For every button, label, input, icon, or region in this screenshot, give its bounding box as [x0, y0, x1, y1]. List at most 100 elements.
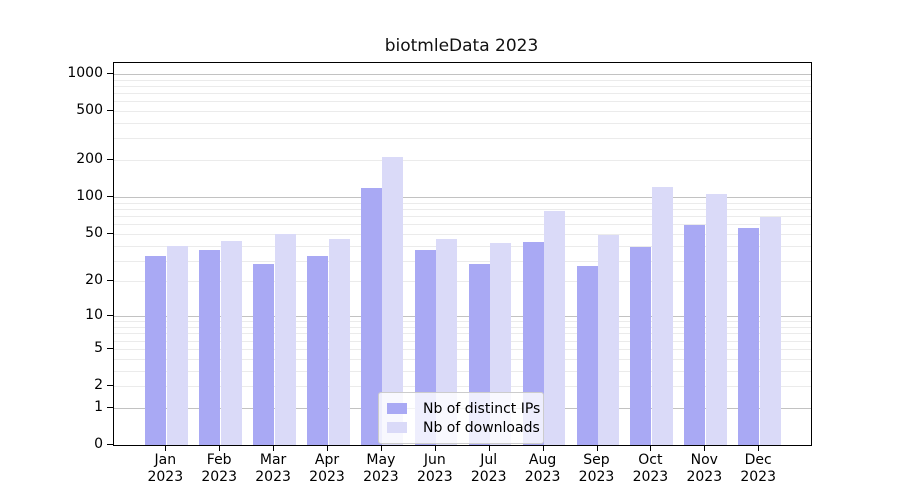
gridline-minor: [114, 93, 811, 94]
x-tick-label-nov: Nov 2023: [686, 452, 723, 485]
y-tick-label: 100: [76, 188, 103, 205]
legend-label-downloads: Nb of downloads: [423, 419, 540, 436]
legend-swatch-distinct-ips-icon: [387, 403, 407, 414]
y-tick-mark: [107, 232, 113, 234]
bar-downloads-may: [382, 157, 404, 445]
legend-label-distinct-ips: Nb of distinct IPs: [423, 400, 541, 417]
y-tick-label: 5: [94, 339, 103, 356]
y-tick-mark: [107, 72, 113, 74]
gridline-minor: [114, 281, 811, 283]
y-tick-label: 500: [76, 102, 103, 118]
x-tick-mark: [273, 445, 275, 451]
bar-distinct-ips-sep: [576, 266, 598, 445]
y-tick-label: 1000: [67, 64, 103, 81]
x-tick-mark: [542, 445, 544, 451]
bar-downloads-sep: [598, 234, 619, 445]
bar-downloads-oct: [651, 187, 673, 445]
bar-distinct-ips-apr: [307, 255, 328, 445]
gridline-minor: [114, 358, 811, 360]
x-tick-label-mar: Mar 2023: [255, 452, 291, 485]
x-tick-label-feb: Feb 2023: [201, 452, 237, 485]
x-tick-label-jan: Jan 2023: [147, 452, 184, 485]
bar-distinct-ips-dec: [738, 227, 760, 445]
gridline-major: [114, 316, 811, 318]
bar-downloads-jan: [166, 245, 188, 445]
gridline-major: [114, 197, 811, 199]
y-tick-label: 20: [85, 272, 103, 289]
bar-distinct-ips-may: [360, 188, 382, 445]
y-tick-label: 10: [85, 307, 103, 324]
x-tick-label-jun: Jun 2023: [416, 452, 453, 485]
gridline-minor: [114, 85, 811, 87]
bar-downloads-apr: [328, 239, 350, 445]
y-tick-mark: [107, 315, 113, 317]
gridline-minor: [114, 260, 811, 262]
plot-area: Nb of distinct IPs Nb of downloads: [113, 62, 812, 446]
y-tick-mark: [107, 159, 113, 161]
x-tick-mark: [380, 445, 382, 451]
bar-downloads-feb: [220, 240, 242, 445]
gridline-minor: [114, 79, 811, 81]
x-tick-label-jul: Jul 2023: [470, 452, 507, 485]
y-tick-label: 1: [94, 398, 103, 415]
bar-distinct-ips-oct: [630, 246, 652, 445]
x-tick-mark: [596, 445, 598, 451]
x-tick-mark: [650, 445, 652, 451]
gridline-minor: [114, 321, 811, 323]
bar-downloads-dec: [759, 216, 781, 445]
x-tick-mark: [219, 445, 221, 451]
gridline-minor: [114, 208, 811, 210]
gridline-minor: [114, 216, 811, 217]
x-tick-label-dec: Dec 2023: [740, 452, 776, 485]
x-tick-mark: [758, 445, 760, 451]
gridline-minor: [114, 370, 811, 372]
gridline-minor: [114, 340, 811, 342]
gridline-minor: [114, 224, 811, 226]
y-tick-label: 2: [94, 377, 103, 393]
bar-distinct-ips-nov: [684, 225, 706, 445]
y-tick-mark: [107, 347, 113, 349]
gridline-minor: [114, 138, 811, 140]
gridline-minor: [114, 348, 811, 350]
y-tick-mark: [107, 385, 113, 386]
y-tick-mark: [107, 406, 113, 408]
bar-distinct-ips-feb: [199, 249, 221, 445]
x-tick-label-sep: Sep 2023: [578, 452, 615, 485]
x-tick-mark: [327, 445, 328, 451]
gridline-minor: [114, 233, 811, 235]
y-tick-mark: [107, 110, 113, 111]
gridline-minor: [114, 386, 811, 387]
y-tick-label: 0: [94, 436, 103, 452]
bar-downloads-nov: [705, 193, 727, 445]
y-tick-mark: [107, 196, 113, 198]
legend-swatch-downloads-icon: [387, 422, 407, 433]
y-tick-label: 200: [76, 151, 103, 168]
x-tick-label-may: May 2023: [363, 452, 399, 485]
gridline-minor: [114, 160, 811, 162]
chart-title: biotmleData 2023: [384, 36, 539, 56]
y-tick-label: 50: [85, 224, 103, 241]
gridline-major: [114, 73, 811, 75]
gridline-minor: [114, 245, 811, 247]
x-tick-label-aug: Aug 2023: [524, 452, 561, 485]
bar-distinct-ips-mar: [253, 264, 275, 445]
x-tick-mark: [704, 445, 706, 451]
x-tick-label-apr: Apr 2023: [309, 452, 345, 485]
x-tick-mark: [434, 445, 436, 451]
gridline-minor: [114, 327, 811, 328]
bar-distinct-ips-jan: [145, 255, 167, 445]
gridline-minor: [114, 333, 811, 335]
x-tick-label-oct: Oct 2023: [632, 452, 669, 485]
x-tick-mark: [165, 445, 167, 451]
legend-entry-distinct-ips: Nb of distinct IPs: [387, 400, 540, 417]
gridline-minor: [114, 101, 811, 103]
y-tick-mark: [107, 444, 113, 445]
gridline-minor: [114, 111, 811, 112]
bar-downloads-aug: [544, 210, 566, 445]
bar-downloads-mar: [274, 233, 296, 445]
legend-entry-downloads: Nb of downloads: [387, 419, 540, 436]
legend: Nb of distinct IPs Nb of downloads: [378, 392, 544, 444]
x-tick-mark: [488, 445, 490, 451]
y-tick-mark: [107, 280, 113, 282]
